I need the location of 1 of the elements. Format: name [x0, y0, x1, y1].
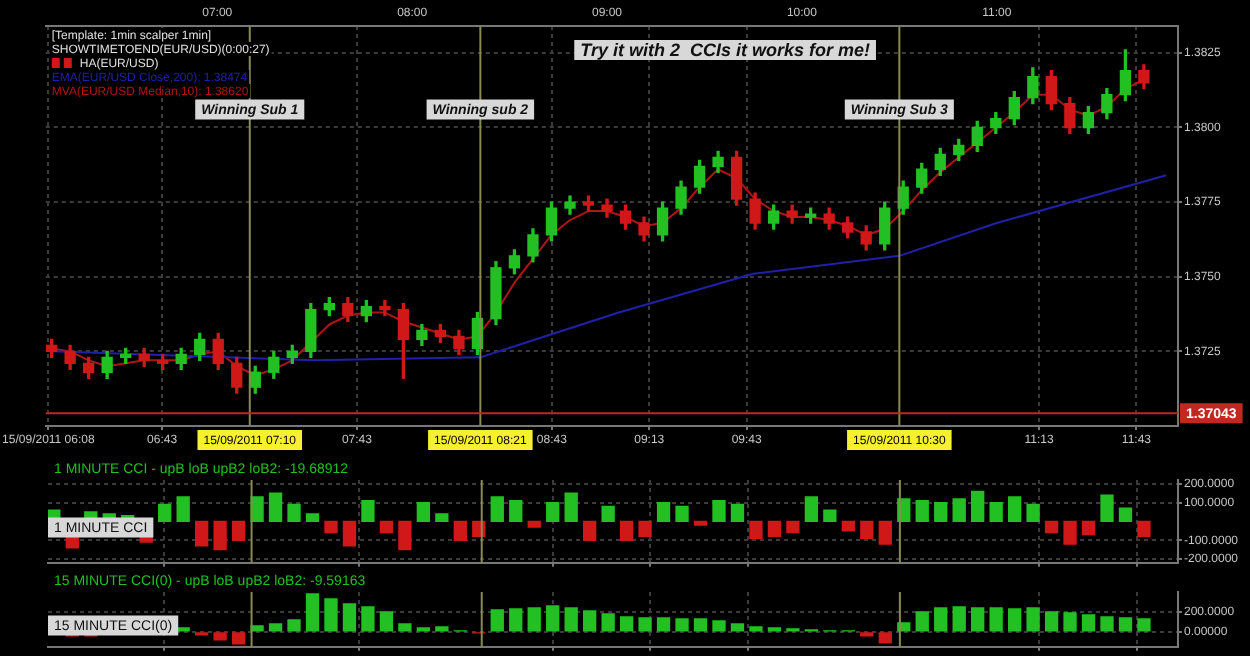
text: Try it with 2 CCIs it works for me!	[580, 39, 870, 60]
